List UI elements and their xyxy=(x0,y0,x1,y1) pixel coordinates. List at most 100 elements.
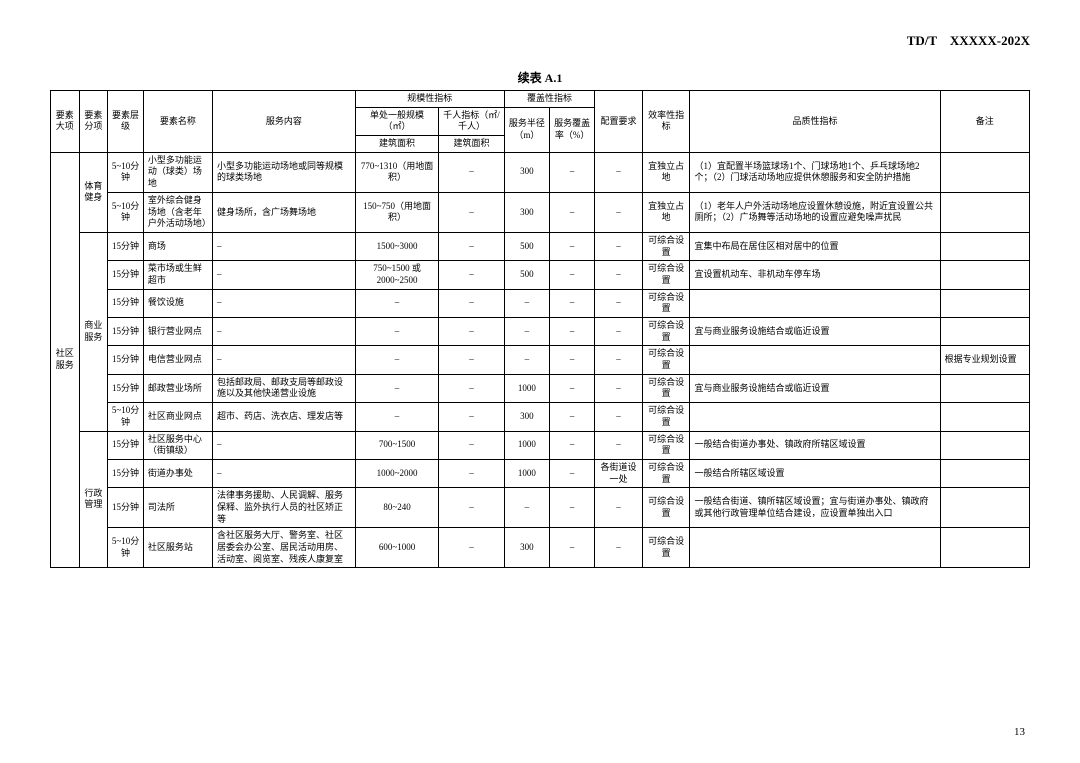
cell-scale: – xyxy=(355,403,438,431)
table-row: 5~10分钟社区服务站含社区服务大厅、警务室、社区居委会办公室、居民活动用房、活… xyxy=(51,528,1030,568)
cell-note xyxy=(940,459,1029,487)
cell-quality: 宜集中布局在居住区相对居中的位置 xyxy=(690,232,940,260)
cell-coverage: – xyxy=(549,232,594,260)
cell-radius: 500 xyxy=(504,232,549,260)
cell-note xyxy=(940,318,1029,346)
cell-quality: 宜设置机动车、非机动车停车场 xyxy=(690,261,940,289)
cell-level: 15分钟 xyxy=(108,374,144,402)
cell-service: – xyxy=(212,232,355,260)
col-cover-group: 覆盖性指标 xyxy=(504,91,595,108)
table-body: 社区服务体育健身5~10分钟小型多功能运动（球类）场地小型多功能运动场地或同等规… xyxy=(51,152,1030,568)
col-service: 服务内容 xyxy=(212,91,355,153)
cell-radius: 1000 xyxy=(504,459,549,487)
cell-name: 电信营业网点 xyxy=(143,346,212,374)
cell-scale: – xyxy=(355,289,438,317)
cell-note: 根据专业规划设置 xyxy=(940,346,1029,374)
cell-eff: 可综合设置 xyxy=(642,261,690,289)
cell-service: 法律事务援助、人民调解、服务保释、监外执行人员的社区矫正等 xyxy=(212,488,355,528)
cell-radius: 1000 xyxy=(504,431,549,459)
cell-name: 银行营业网点 xyxy=(143,318,212,346)
table-row: 15分钟银行营业网点––––––可综合设置宜与商业服务设施结合或临近设置 xyxy=(51,318,1030,346)
cell-scale: 750~1500 或 2000~2500 xyxy=(355,261,438,289)
cell-coverage: – xyxy=(549,289,594,317)
cell-eff: 可综合设置 xyxy=(642,318,690,346)
col-unit-scale: 单处一般规模（㎡） xyxy=(355,107,438,135)
table-header: 要素大项 要素分项 要素层级 要素名称 服务内容 规模性指标 覆盖性指标 配置要… xyxy=(51,91,1030,153)
cell-config: – xyxy=(595,152,643,192)
cell-note xyxy=(940,528,1029,568)
cell-radius: – xyxy=(504,318,549,346)
cell-scale: 80~240 xyxy=(355,488,438,528)
cell-coverage: – xyxy=(549,192,594,232)
cell-config: – xyxy=(595,289,643,317)
cell-config: – xyxy=(595,488,643,528)
cell-quality: 宜与商业服务设施结合或临近设置 xyxy=(690,374,940,402)
table-row: 5~10分钟室外综合健身场地（含老年户外活动场地）健身场所，含广场舞场地150~… xyxy=(51,192,1030,232)
col-note: 备注 xyxy=(940,91,1029,153)
cell-scale: – xyxy=(355,318,438,346)
table-row: 15分钟菜市场或生鲜超市–750~1500 或 2000~2500–500––可… xyxy=(51,261,1030,289)
cell-service: 超市、药店、洗衣店、理发店等 xyxy=(212,403,355,431)
cell-service: 含社区服务大厅、警务室、社区居委会办公室、居民活动用房、活动室、阅览室、残疾人康… xyxy=(212,528,355,568)
col-eff: 效率性指标 xyxy=(642,91,690,153)
standards-table: 要素大项 要素分项 要素层级 要素名称 服务内容 规模性指标 覆盖性指标 配置要… xyxy=(50,90,1030,568)
cell-scale: 600~1000 xyxy=(355,528,438,568)
table-row: 商业服务15分钟商场–1500~3000–500––可综合设置宜集中布局在居住区… xyxy=(51,232,1030,260)
cell-per: – xyxy=(439,374,505,402)
cell-coverage: – xyxy=(549,261,594,289)
cell-eff: 可综合设置 xyxy=(642,431,690,459)
cell-service: – xyxy=(212,346,355,374)
col-config: 配置要求 xyxy=(595,91,643,153)
cell-eff: 可综合设置 xyxy=(642,289,690,317)
cell-name: 邮政营业场所 xyxy=(143,374,212,402)
cell-level: 15分钟 xyxy=(108,318,144,346)
cell-radius: 500 xyxy=(504,261,549,289)
cell-coverage: – xyxy=(549,459,594,487)
cell-service: – xyxy=(212,459,355,487)
cell-scale: 1500~3000 xyxy=(355,232,438,260)
cell-level: 15分钟 xyxy=(108,261,144,289)
cell-major: 社区服务 xyxy=(51,152,80,568)
cell-name: 小型多功能运动（球类）场地 xyxy=(143,152,212,192)
cell-service: 健身场所，含广场舞场地 xyxy=(212,192,355,232)
cell-coverage: – xyxy=(549,431,594,459)
cell-note xyxy=(940,192,1029,232)
col-quality: 品质性指标 xyxy=(690,91,940,153)
cell-config: – xyxy=(595,318,643,346)
cell-per: – xyxy=(439,346,505,374)
cell-eff: 可综合设置 xyxy=(642,488,690,528)
cell-service: – xyxy=(212,261,355,289)
cell-per: – xyxy=(439,431,505,459)
table-row: 社区服务体育健身5~10分钟小型多功能运动（球类）场地小型多功能运动场地或同等规… xyxy=(51,152,1030,192)
cell-name: 社区服务中心（街镇级） xyxy=(143,431,212,459)
cell-config: – xyxy=(595,232,643,260)
cell-note xyxy=(940,488,1029,528)
cell-radius: – xyxy=(504,289,549,317)
cell-service: – xyxy=(212,289,355,317)
col-coverage: 服务覆盖率（%） xyxy=(549,107,594,152)
cell-note xyxy=(940,152,1029,192)
col-per-1000-sub: 建筑面积 xyxy=(439,136,505,153)
table-title: 续表 A.1 xyxy=(50,69,1030,86)
cell-coverage: – xyxy=(549,152,594,192)
cell-radius: – xyxy=(504,488,549,528)
cell-scale: 150~750（用地面积） xyxy=(355,192,438,232)
cell-service: – xyxy=(212,318,355,346)
cell-eff: 可综合设置 xyxy=(642,232,690,260)
cell-note xyxy=(940,261,1029,289)
cell-quality: 一般结合街道、镇所辖区域设置；宜与街道办事处、镇政府或其他行政管理单位结合建设，… xyxy=(690,488,940,528)
cell-level: 15分钟 xyxy=(108,431,144,459)
cell-per: – xyxy=(439,192,505,232)
cell-radius: 300 xyxy=(504,528,549,568)
cell-quality: 一般结合街道办事处、镇政府所辖区域设置 xyxy=(690,431,940,459)
table-row: 15分钟司法所法律事务援助、人民调解、服务保释、监外执行人员的社区矫正等80~2… xyxy=(51,488,1030,528)
cell-name: 社区服务站 xyxy=(143,528,212,568)
document-code: TD/T XXXXX-202X xyxy=(50,30,1030,49)
cell-eff: 宜独立占地 xyxy=(642,192,690,232)
cell-coverage: – xyxy=(549,346,594,374)
cell-name: 菜市场或生鲜超市 xyxy=(143,261,212,289)
cell-level: 5~10分钟 xyxy=(108,192,144,232)
cell-coverage: – xyxy=(549,403,594,431)
cell-level: 5~10分钟 xyxy=(108,152,144,192)
cell-coverage: – xyxy=(549,318,594,346)
